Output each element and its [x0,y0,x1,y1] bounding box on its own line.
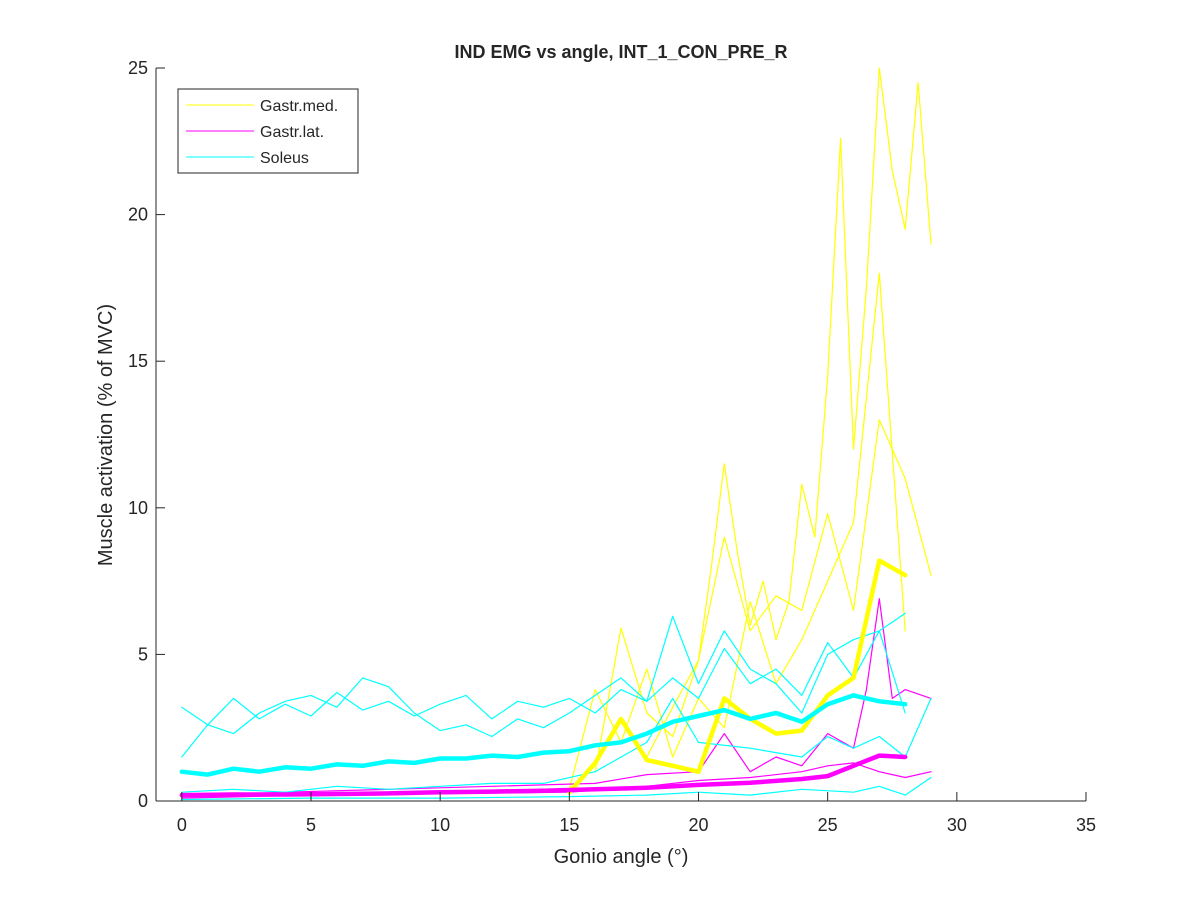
x-tick-label: 15 [559,815,579,835]
y-tick-label: 0 [138,791,148,811]
y-axis-label: Muscle activation (% of MVC) [95,304,117,566]
y-tick-label: 10 [128,498,148,518]
legend: Gastr.med. Gastr.lat. Soleus [177,88,359,174]
x-tick-label: 20 [688,815,708,835]
series-line-soleus-trial [181,615,906,758]
series-line-soleus-trial [181,776,932,801]
plot-lines [179,67,932,801]
series-line-gastr-med-trial [646,67,932,758]
x-axis-label: Gonio angle (°) [554,846,689,868]
y-ticks: 0 5 10 15 20 25 [128,58,165,811]
y-tick-label: 25 [128,58,148,78]
series-line-gastr-med-mean [567,558,908,795]
x-tick-label: 25 [818,815,838,835]
series-line-soleus-trial [181,612,906,726]
x-tick-label: 35 [1076,815,1096,835]
chart-title: IND EMG vs angle, INT_1_CON_PRE_R [454,42,787,62]
series-line-soleus-mean [179,693,908,777]
legend-label-gastr-lat: Gastr.lat. [260,124,324,141]
x-tick-label: 0 [177,815,187,835]
y-tick-label: 15 [128,351,148,371]
legend-label-gastr-med: Gastr.med. [260,98,338,115]
x-tick-label: 5 [306,815,316,835]
y-tick-label: 20 [128,205,148,225]
series-line-gastr-med-trial [594,419,932,773]
x-ticks: 0 5 10 15 20 25 30 35 [177,792,1096,835]
x-tick-label: 10 [430,815,450,835]
series-line-gastr-lat-mean [179,753,908,798]
x-tick-label: 30 [947,815,967,835]
axes-background [156,68,1086,801]
series-line-soleus-trial [181,697,932,793]
legend-label-soleus: Soleus [260,150,309,167]
y-tick-label: 5 [138,644,148,664]
series-line-gastr-lat-trial [181,598,932,798]
series-line-gastr-med-trial [568,272,906,790]
